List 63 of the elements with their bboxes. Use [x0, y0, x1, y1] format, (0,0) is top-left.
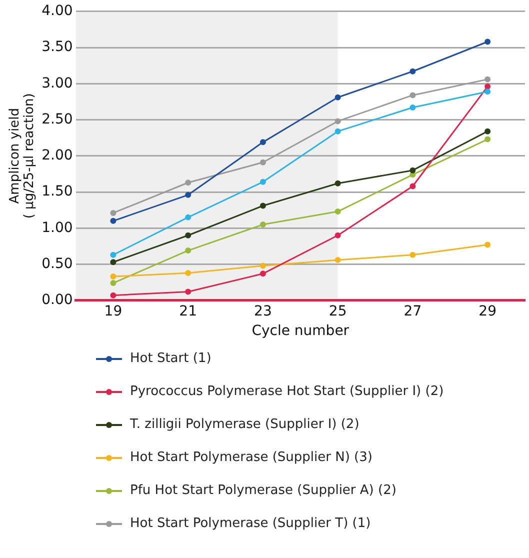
y-tick-label: 0.00 — [42, 292, 73, 308]
legend-label: Hot Start Polymerase (Supplier N) (3) — [130, 450, 372, 465]
point — [260, 202, 266, 209]
legend-label: Pyrococcus Polymerase Hot Start (Supplier I) (2) — [130, 384, 444, 399]
point — [410, 68, 416, 74]
point — [410, 252, 416, 258]
legend-label: Hot Start (1) — [130, 351, 212, 366]
point — [410, 104, 416, 110]
point — [260, 222, 266, 228]
legend-label: T. zilligii Polymerase (Supplier I) (2) — [130, 417, 360, 432]
point — [334, 256, 341, 263]
point — [110, 292, 116, 298]
y-tick-label: 1.50 — [42, 184, 73, 200]
point — [334, 180, 341, 186]
point — [185, 214, 192, 220]
x-tick-label: 19 — [104, 303, 122, 320]
y-tick-label: 2.50 — [42, 111, 73, 128]
y-tick-label: 1.00 — [42, 220, 73, 236]
point — [110, 259, 116, 266]
point — [484, 38, 491, 45]
point — [110, 280, 116, 286]
point — [185, 270, 192, 276]
point — [334, 232, 341, 238]
point — [410, 92, 416, 98]
x-tick-label: 21 — [179, 303, 197, 320]
point — [185, 180, 192, 186]
point — [484, 136, 491, 142]
point — [185, 232, 192, 238]
point — [110, 274, 116, 280]
legend-label: Pfu Hot Start Polymerase (Supplier A) (2) — [130, 483, 396, 498]
point — [484, 76, 491, 82]
point — [410, 167, 416, 174]
point — [260, 159, 266, 166]
point — [410, 183, 416, 190]
point — [260, 262, 266, 269]
point — [334, 208, 341, 215]
point — [260, 270, 266, 277]
x-tick-label: 27 — [404, 303, 422, 320]
point — [185, 288, 192, 295]
y-tick-label: 3.00 — [42, 75, 73, 92]
x-tick-label: 29 — [478, 303, 496, 320]
x-tick-label: 23 — [254, 303, 272, 320]
point — [110, 210, 116, 216]
y-tick-label: 4.00 — [42, 3, 73, 20]
point — [484, 128, 491, 134]
y-tick-label: 3.50 — [42, 39, 73, 56]
point — [334, 118, 341, 124]
point — [484, 88, 491, 95]
y-tick-label: 2.00 — [42, 148, 73, 164]
point — [334, 128, 341, 134]
x-axis-title: Cycle number — [252, 323, 350, 340]
point — [260, 139, 266, 146]
point — [260, 178, 266, 185]
point — [334, 94, 341, 100]
legend-label: Hot Start Polymerase (Supplier T) (1) — [130, 516, 371, 531]
point — [110, 218, 116, 224]
x-tick-label: 25 — [328, 303, 347, 320]
point — [185, 192, 192, 198]
point — [185, 248, 192, 254]
y-axis-title: Amplicon yield ( µg/25-µl reaction) — [8, 93, 37, 219]
point — [110, 252, 116, 258]
y-tick-label: 0.50 — [42, 256, 73, 272]
point — [484, 242, 491, 248]
